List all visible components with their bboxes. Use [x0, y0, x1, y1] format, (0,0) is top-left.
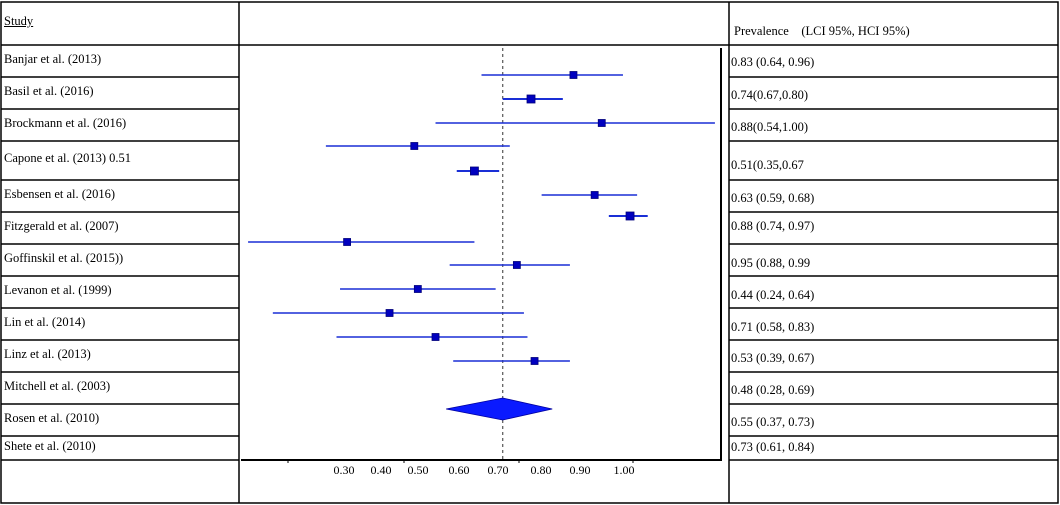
point-estimate-marker [343, 238, 352, 246]
pooled-estimate [446, 397, 553, 421]
x-tick-label: 1.00 [614, 463, 635, 477]
prevalence-value: 0.83 (0.64, 0.96) [731, 55, 815, 69]
study-label: Goffinskil et al. (2015)) [4, 251, 124, 265]
x-tick-label: 0.30 [334, 463, 355, 477]
point-estimate-marker [385, 309, 394, 317]
x-tick-label: 0.90 [570, 463, 591, 477]
point-estimate-marker [625, 211, 635, 221]
study-label: Rosen et al. (2010) [4, 411, 100, 425]
row-dividers [1, 76, 1058, 437]
point-estimate-marker [526, 94, 536, 104]
x-tick-label: 0.50 [408, 463, 429, 477]
prevalence-value: 0.51(0.35,0.67 [731, 158, 804, 172]
study-label: Levanon et al. (1999) [4, 283, 112, 297]
study-label: Brockmann et al. (2016) [4, 116, 127, 130]
study-label: Banjar et al. (2013) [4, 52, 102, 66]
prevalence-column-header: Prevalence (LCI 95%, HCI 95%) [734, 24, 910, 38]
study-label: Shete et al. (2010) [4, 439, 96, 453]
study-label: Lin et al. (2014) [4, 315, 86, 329]
point-estimate-marker [413, 285, 422, 293]
pooled-diamond [446, 397, 553, 421]
point-estimate-marker [431, 333, 440, 341]
x-tick-label: 0.80 [531, 463, 552, 477]
point-estimate-marker [470, 166, 479, 176]
x-tick-label: 0.60 [449, 463, 470, 477]
study-column-header: Study [4, 14, 34, 28]
prevalence-value: 0.44 (0.24, 0.64) [731, 288, 815, 302]
study-label: Fitzgerald et al. (2007) [4, 219, 119, 233]
study-label: Basil et al. (2016) [4, 84, 94, 98]
prevalence-value: 0.88 (0.74, 0.97) [731, 219, 815, 233]
x-tick-label: 0.40 [371, 463, 392, 477]
prevalence-value: 0.71 (0.58, 0.83) [731, 320, 815, 334]
confidence-intervals [248, 71, 715, 365]
prevalence-value: 0.63 (0.59, 0.68) [731, 191, 815, 205]
point-estimate-marker [590, 191, 599, 199]
x-axis-ticks: 0.30 0.40 0.50 0.60 0.70 0.80 0.90 1.00 [287, 460, 635, 477]
study-label: Capone et al. (2013) 0.51 [4, 151, 132, 165]
point-estimate-marker [569, 71, 578, 79]
prevalence-value: 0.73 (0.61, 0.84) [731, 440, 815, 454]
prevalence-value: 0.55 (0.37, 0.73) [731, 415, 815, 429]
prevalence-value: 0.95 (0.88, 0.99 [731, 256, 811, 270]
prevalence-value: 0.53 (0.39, 0.67) [731, 351, 815, 365]
study-label: Mitchell et al. (2003) [4, 379, 111, 393]
point-estimate-marker [530, 357, 539, 365]
point-estimate-marker [597, 119, 606, 127]
study-label: Esbensen et al. (2016) [4, 187, 116, 201]
point-estimate-marker [410, 142, 419, 150]
study-label: Linz et al. (2013) [4, 347, 91, 361]
point-estimate-marker [512, 261, 521, 269]
prevalence-value: 0.48 (0.28, 0.69) [731, 383, 815, 397]
prevalence-value: 0.88(0.54,1.00) [731, 120, 809, 134]
prevalence-value: 0.74(0.67,0.80) [731, 88, 809, 102]
x-tick-label: 0.70 [488, 463, 509, 477]
